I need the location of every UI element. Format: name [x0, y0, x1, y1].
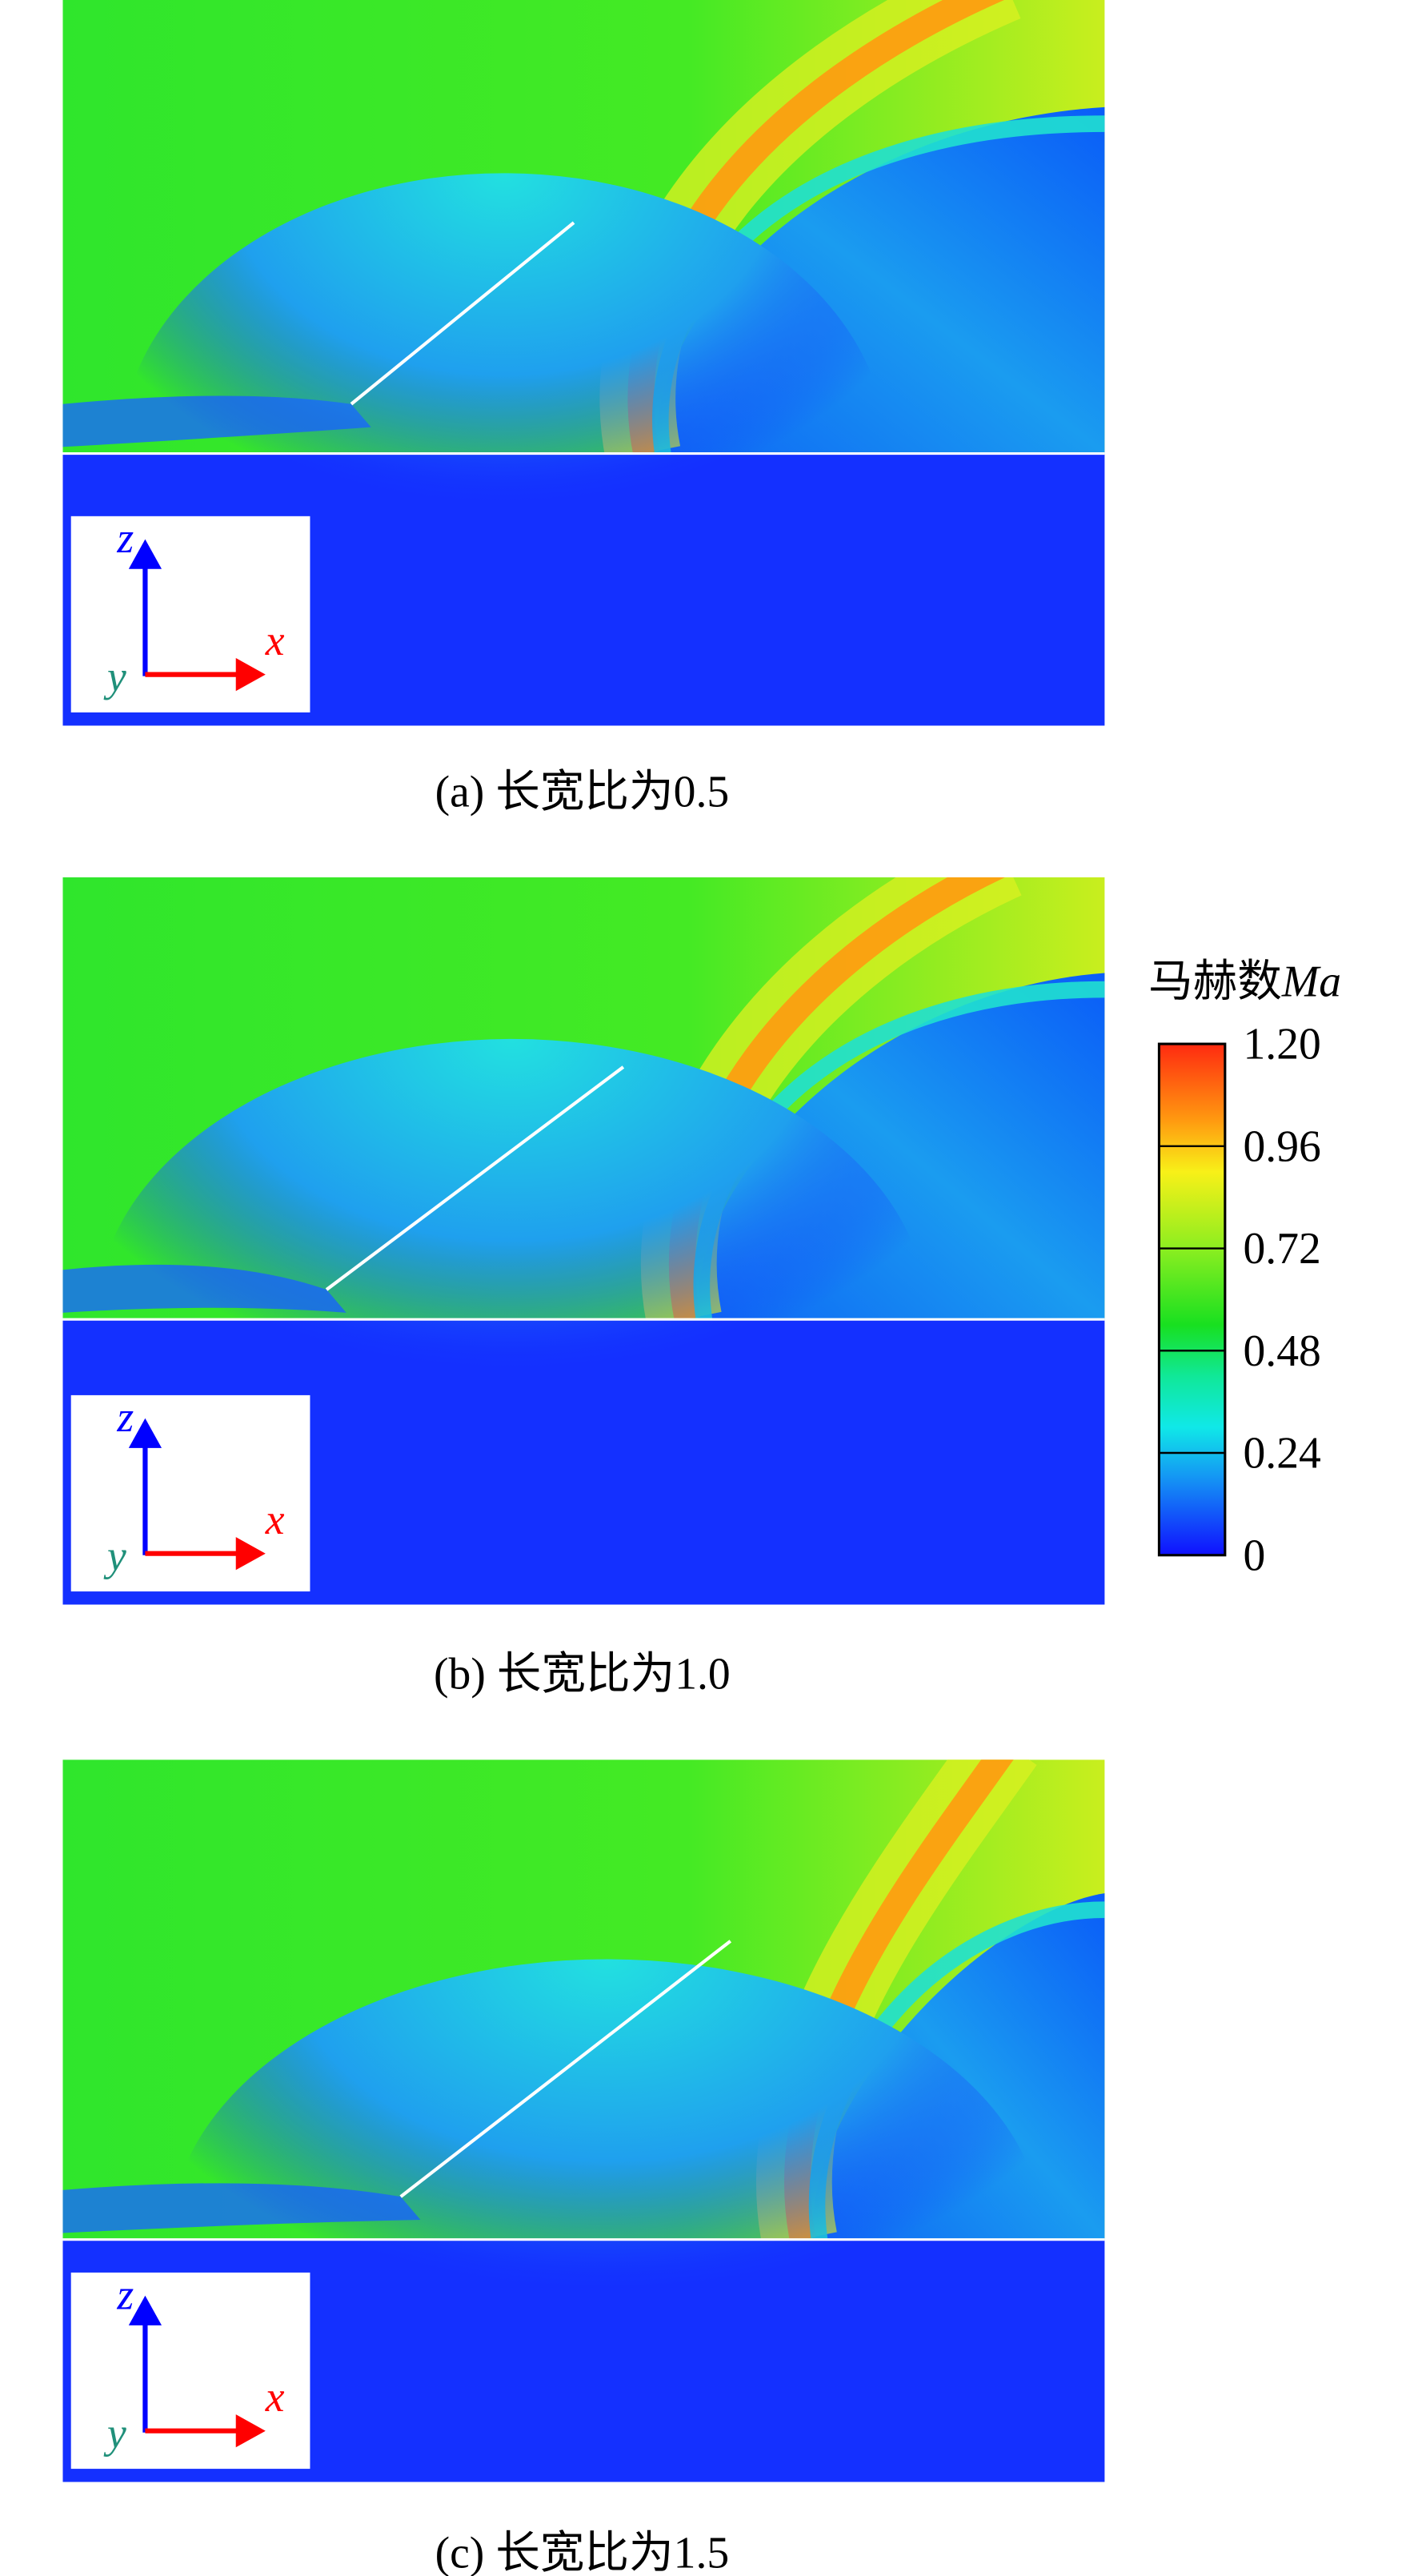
x-label: x	[265, 1495, 285, 1543]
colorbar-tick-label: 0.48	[1243, 1326, 1320, 1376]
plate	[399, 1940, 732, 2198]
caption: (b) 长宽比为1.0	[434, 1650, 731, 1699]
z-arrowhead	[128, 2295, 162, 2325]
caption: (c) 长宽比为1.5	[435, 2529, 730, 2576]
x-label: x	[265, 616, 285, 664]
lower-jet	[170, 1959, 1044, 2482]
colorbar-title: 马赫数Ma	[1148, 957, 1341, 1006]
contour-panel	[62, 877, 1105, 1605]
colorbar-tick-label: 0	[1243, 1531, 1265, 1580]
colorbar-tick-label: 1.20	[1243, 1020, 1320, 1069]
x-arrowhead	[235, 2414, 266, 2448]
inset-box	[70, 2272, 310, 2470]
z-arrowhead	[128, 1418, 162, 1448]
colorbar-tick-label: 0.24	[1243, 1429, 1320, 1479]
z-label: z	[116, 514, 134, 562]
plate	[350, 221, 575, 406]
z-label: z	[116, 2270, 134, 2318]
colorbar-tick-label: 0.72	[1243, 1224, 1320, 1274]
axis-inset: z x y	[70, 2270, 310, 2470]
z-arrowhead	[128, 539, 162, 569]
caption: (a) 长宽比为0.5	[435, 767, 730, 817]
colorbar-tick-label: 0.96	[1243, 1121, 1320, 1171]
x-label: x	[265, 2373, 285, 2421]
y-label: y	[103, 1531, 126, 1579]
y-label: y	[103, 2409, 126, 2457]
colorbar-title-symbol: Ma	[1281, 957, 1341, 1006]
colorbar-title-text: 马赫数	[1148, 957, 1282, 1006]
z-label: z	[116, 1393, 134, 1441]
axis-inset: z x y	[70, 1393, 310, 1592]
x-arrowhead	[235, 658, 266, 692]
plate	[325, 1065, 625, 1291]
inset-box	[70, 1394, 310, 1592]
contour-panel	[62, 1759, 1105, 2482]
inset-box	[70, 516, 310, 712]
x-arrowhead	[235, 1537, 266, 1571]
axis-inset: z x y	[70, 514, 310, 712]
y-label: y	[103, 652, 126, 700]
contour-panel	[62, 0, 1105, 726]
lower-jet	[120, 173, 887, 726]
colorbar	[1157, 1042, 1227, 1557]
